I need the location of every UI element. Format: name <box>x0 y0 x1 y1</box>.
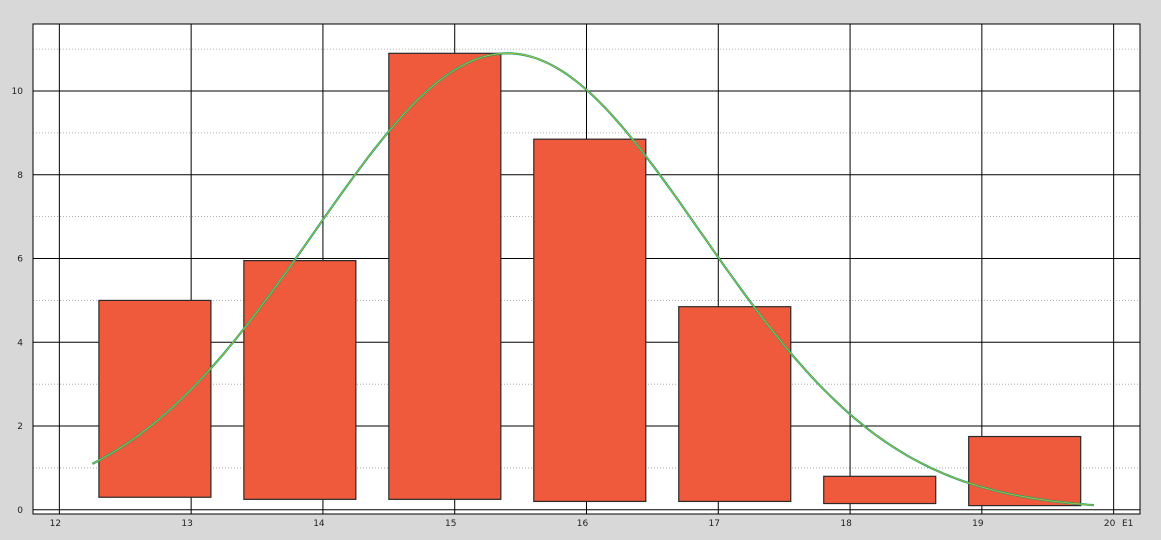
x-tick-label: 14 <box>313 519 325 529</box>
y-tick-label: 10 <box>12 87 24 97</box>
y-tick-label: 2 <box>17 422 23 432</box>
fit-curve <box>91 52 1094 507</box>
y-tick-label: 8 <box>17 171 23 181</box>
bar-5 <box>678 306 792 503</box>
x-tick-label: 15 <box>445 519 456 529</box>
x-tick-label: 19 <box>972 519 984 529</box>
x-tick-label: 13 <box>181 519 192 529</box>
fit-curve-highlight <box>92 52 1094 506</box>
bar-3 <box>388 52 502 500</box>
x-tick-label: 16 <box>577 519 589 529</box>
y-tick-label: 4 <box>17 338 23 348</box>
y-tick-label: 0 <box>17 506 23 516</box>
bar-7 <box>968 435 1082 507</box>
x-tick-label: 17 <box>709 519 720 529</box>
x-tick-label: 18 <box>840 519 852 529</box>
bars <box>98 52 1082 507</box>
x-tick-label: 20 <box>1104 519 1116 529</box>
y-tick-label: 6 <box>17 255 23 265</box>
bar-2 <box>243 260 357 500</box>
bar-1 <box>98 299 212 498</box>
x-tick-label: 12 <box>50 519 61 529</box>
x-unit-label: E1 <box>1122 519 1133 529</box>
y-tick-labels: 0 2 4 6 8 10 <box>12 87 24 516</box>
bar-4 <box>533 138 647 503</box>
x-tick-labels: 12 13 14 15 16 17 18 19 20 <box>50 519 1116 529</box>
plot-border <box>32 23 1141 515</box>
bar-6 <box>823 475 937 505</box>
